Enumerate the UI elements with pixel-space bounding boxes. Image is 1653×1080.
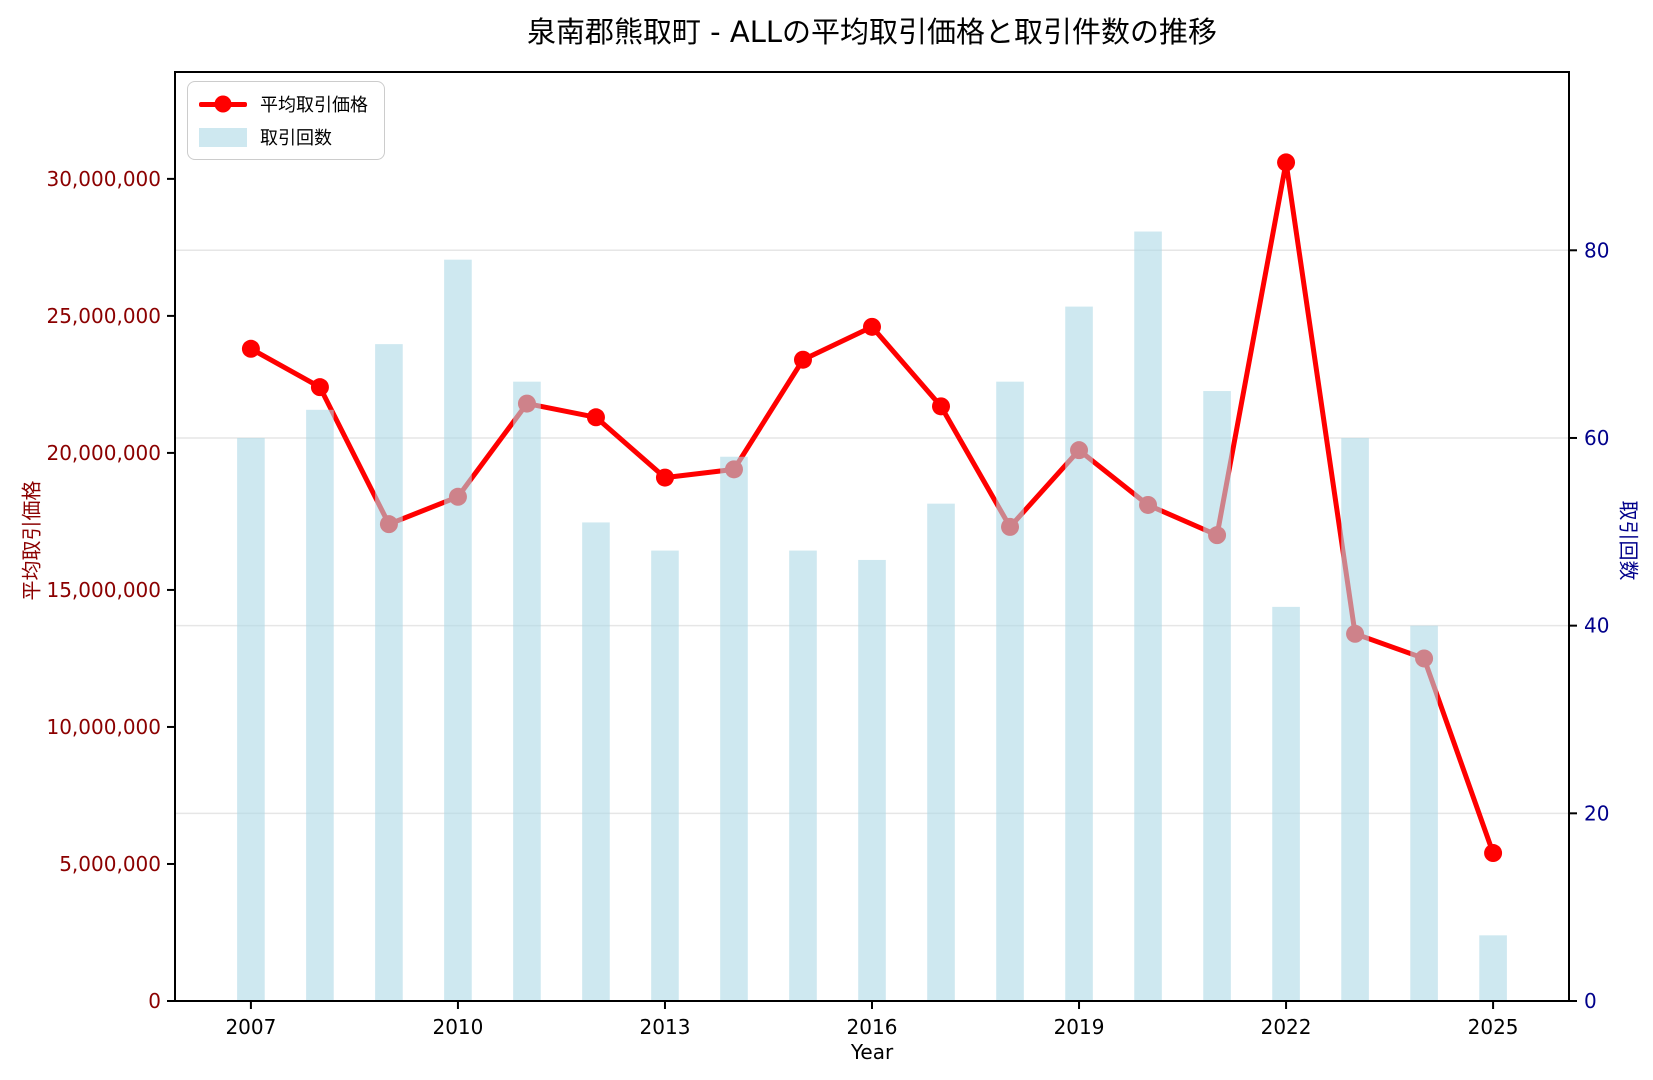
right-tick-label-40: 40 bbox=[1584, 614, 1609, 638]
marker-2017 bbox=[932, 397, 951, 416]
x-tick-label-2016: 2016 bbox=[847, 1015, 898, 1039]
x-axis-label: Year bbox=[850, 1040, 894, 1064]
left-tick-label-5000000: 5,000,000 bbox=[59, 852, 161, 876]
bar-2015 bbox=[789, 550, 817, 1001]
left-tick-label-30000000: 30,000,000 bbox=[46, 167, 161, 191]
x-tick-label-2007: 2007 bbox=[225, 1015, 276, 1039]
right-tick-label-0: 0 bbox=[1584, 989, 1597, 1013]
x-tick-label-2010: 2010 bbox=[432, 1015, 483, 1039]
right-y-axis-label: 取引回数 bbox=[1616, 500, 1641, 581]
right-tick-label-20: 20 bbox=[1584, 801, 1609, 825]
marker-2022 bbox=[1277, 153, 1296, 172]
left-tick-label-20000000: 20,000,000 bbox=[46, 441, 161, 465]
legend: 平均取引価格 取引回数 bbox=[187, 81, 385, 160]
right-tick-label-60: 60 bbox=[1584, 426, 1609, 450]
bar-2014 bbox=[720, 456, 748, 1001]
legend-item-price: 平均取引価格 bbox=[199, 91, 368, 117]
x-tick-label-2013: 2013 bbox=[640, 1015, 691, 1039]
bar-2016 bbox=[858, 559, 886, 1001]
bar-2025 bbox=[1479, 935, 1507, 1001]
left-tick-label-0: 0 bbox=[148, 989, 161, 1013]
left-y-axis-label: 平均取引価格 bbox=[19, 480, 44, 601]
bar-2011 bbox=[513, 381, 541, 1002]
bar-2018 bbox=[996, 381, 1024, 1002]
bar-2022 bbox=[1272, 606, 1300, 1001]
x-tick-label-2019: 2019 bbox=[1054, 1015, 1105, 1039]
marker-2025 bbox=[1484, 844, 1503, 863]
marker-2012 bbox=[586, 408, 605, 427]
bar-2017 bbox=[927, 503, 955, 1001]
legend-label-count: 取引回数 bbox=[260, 128, 332, 149]
bar-2007 bbox=[237, 437, 265, 1001]
x-tick-label-2025: 2025 bbox=[1468, 1015, 1519, 1039]
legend-marker-icon bbox=[214, 95, 232, 113]
legend-line-sample bbox=[199, 95, 247, 113]
bar-2020 bbox=[1134, 231, 1162, 1001]
bar-2024 bbox=[1410, 625, 1438, 1001]
legend-label-price: 平均取引価格 bbox=[260, 95, 368, 116]
left-tick-label-10000000: 10,000,000 bbox=[46, 715, 161, 739]
left-tick-label-15000000: 15,000,000 bbox=[46, 578, 161, 602]
chart-title: 泉南郡熊取町 - ALLの平均取引価格と取引件数の推移 bbox=[526, 15, 1218, 49]
bar-2023 bbox=[1341, 437, 1369, 1001]
bar-2019 bbox=[1065, 306, 1093, 1001]
bar-2010 bbox=[444, 259, 472, 1001]
bar-2008 bbox=[306, 409, 334, 1001]
bar-2013 bbox=[651, 550, 679, 1001]
legend-item-count: 取引回数 bbox=[199, 124, 368, 150]
marker-2013 bbox=[655, 468, 674, 487]
bar-2009 bbox=[375, 344, 403, 1001]
marker-2016 bbox=[863, 317, 881, 336]
marker-2015 bbox=[793, 350, 812, 369]
bar-2012 bbox=[582, 522, 610, 1001]
bar-2021 bbox=[1203, 391, 1231, 1001]
marker-2007 bbox=[241, 339, 260, 358]
left-tick-label-25000000: 25,000,000 bbox=[46, 304, 161, 328]
right-tick-label-80: 80 bbox=[1584, 238, 1609, 262]
x-tick-label-2022: 2022 bbox=[1261, 1015, 1312, 1039]
marker-2008 bbox=[310, 378, 329, 397]
legend-patch-sample bbox=[199, 127, 247, 147]
